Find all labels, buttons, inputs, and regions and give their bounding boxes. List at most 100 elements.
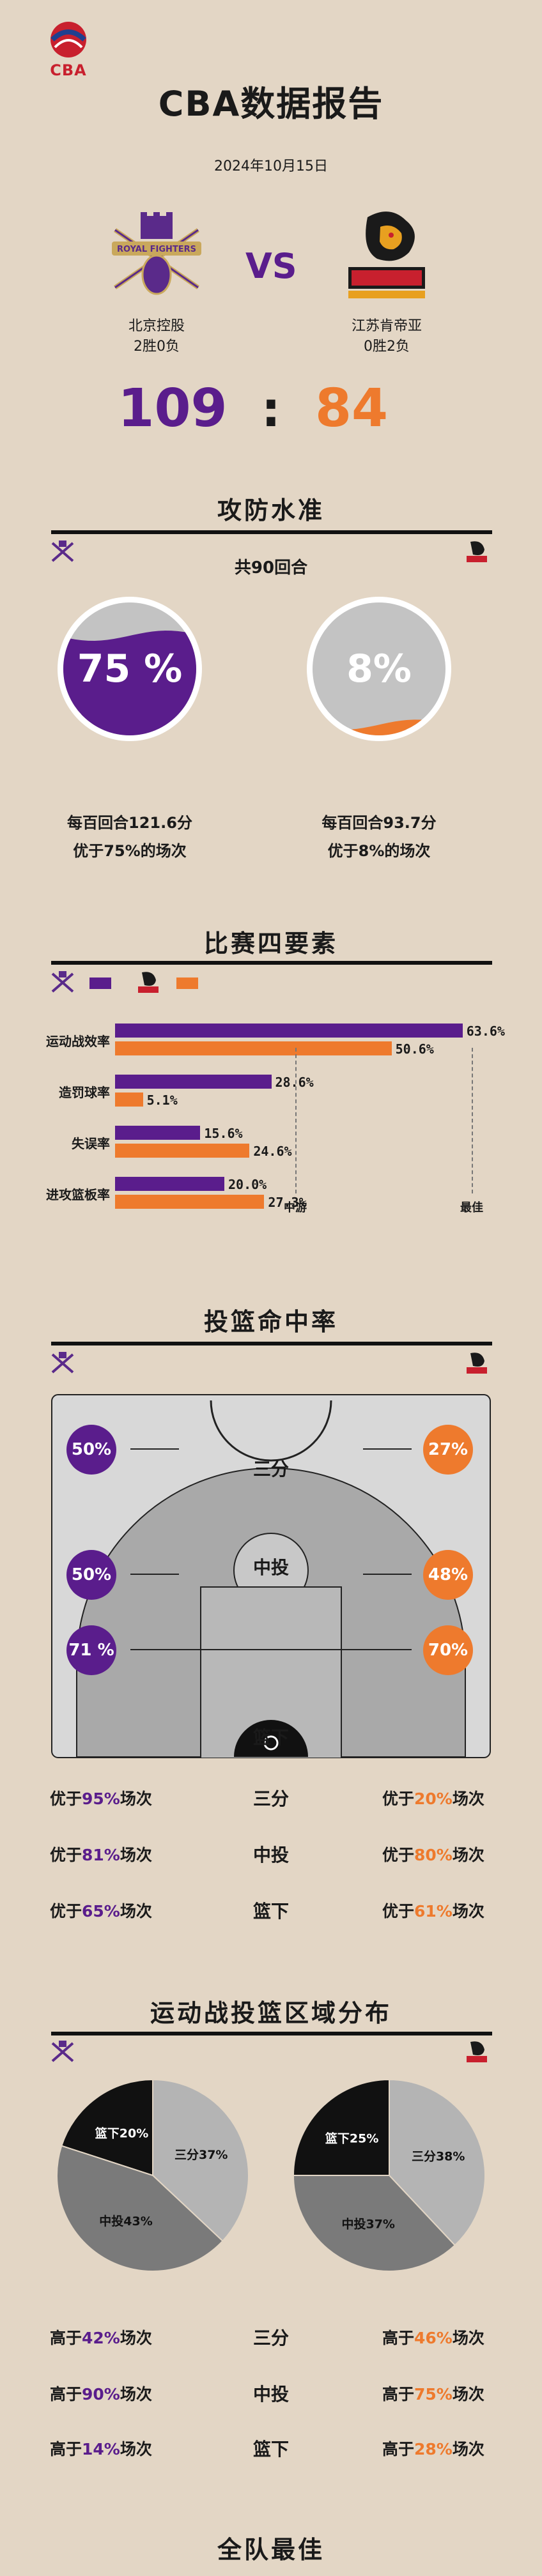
away-team-record: 0胜2负 <box>364 339 410 355</box>
shoot-row-home: 优于95%场次 <box>50 1790 152 1808</box>
factor-home-bar <box>115 1023 463 1038</box>
shooting-title: 投篮命中率 <box>203 1308 338 1336</box>
factor-away-bar <box>115 1195 265 1209</box>
factor-away-value: 50.6% <box>395 1041 434 1057</box>
vs-label: VS <box>245 246 297 286</box>
four-factors-title: 比赛四要素 <box>203 930 338 958</box>
home-per100: 每百回合121.6分 <box>67 814 192 832</box>
dist-row-zone: 三分 <box>252 2327 289 2349</box>
dist-row-home: 高于90%场次 <box>50 2385 152 2404</box>
pie-slice <box>389 2078 486 2246</box>
pie-slice <box>292 2078 390 2176</box>
pie-slice-label: 篮下25% <box>325 2131 378 2146</box>
dist-row-away: 高于75%场次 <box>382 2385 484 2404</box>
pie-slice <box>61 2078 153 2177</box>
away-zone-pie: 篮下25% 三分38% 中投37% <box>292 2078 486 2272</box>
four-factors-chart: 运动战效率 63.6% 50.6% 造罚球率 28.6% 5.1% 失误率 15.6% 24.6… <box>0 997 542 1227</box>
away-mid-pct: 48% <box>423 1550 473 1600</box>
dist-row-away: 高于46%场次 <box>382 2329 484 2347</box>
pie-slice-label: 三分38% <box>412 2150 465 2164</box>
away-mini-logo-icon <box>136 970 161 995</box>
away-efficiency-gauge: 8% <box>306 595 453 742</box>
factor-home-bar <box>115 1075 272 1089</box>
away-better-than: 优于8%的场次 <box>327 842 431 860</box>
cba-logo: CBA <box>46 19 91 83</box>
possessions-label: 共90回合 <box>234 558 308 578</box>
shoot-row-zone: 中投 <box>252 1844 289 1866</box>
factor-away-bar <box>115 1092 143 1107</box>
offense-defense-title: 攻防水准 <box>217 496 325 525</box>
factor-label: 进攻篮板率 <box>46 1187 110 1202</box>
pie-slice-label: 中投37% <box>341 2217 394 2232</box>
away-efficiency-pct: 8% <box>346 647 412 691</box>
pie-slice-label: 篮下20% <box>95 2126 148 2140</box>
shoot-row-zone: 三分 <box>252 1788 289 1809</box>
axis-mid-line <box>295 1048 297 1193</box>
court-zone-mid: 中投 <box>252 1557 289 1578</box>
axis-best-line <box>472 1048 473 1193</box>
away-mini-logo-icon <box>464 2039 490 2065</box>
away-legend-swatch <box>176 977 198 989</box>
section-divider <box>51 961 492 965</box>
cba-logo-text: CBA <box>50 61 87 79</box>
page-title: CBA数据报告 <box>158 84 384 124</box>
distribution-title: 运动战投篮区域分布 <box>150 1999 392 2027</box>
svg-text:ROYAL FIGHTERS: ROYAL FIGHTERS <box>117 245 196 254</box>
home-score: 109 <box>118 378 228 439</box>
home-team-record: 2胜0负 <box>134 339 180 355</box>
shoot-row-away: 优于20%场次 <box>382 1790 484 1808</box>
home-mid-pct: 50% <box>66 1550 116 1600</box>
royal-fighters-logo: ROYAL FIGHTERS <box>102 211 211 300</box>
basketball-court-diagram <box>51 1394 491 1759</box>
home-efficiency-gauge: 75 % <box>56 595 203 742</box>
factor-home-value: 28.6% <box>275 1075 314 1090</box>
pie-slice <box>292 2175 456 2272</box>
axis-mid-label: 中游 <box>284 1201 307 1215</box>
away-three-pct: 27% <box>423 1425 473 1475</box>
factor-away-value: 27.3% <box>268 1195 307 1210</box>
away-paint-pct: 70% <box>423 1625 473 1675</box>
factor-home-bar <box>115 1126 201 1140</box>
home-paint-pct: 71 % <box>66 1625 116 1675</box>
factor-label: 运动战效率 <box>46 1034 110 1049</box>
team-best-title: 全队最佳 <box>217 2536 325 2564</box>
report-date: 2024年10月15日 <box>214 158 328 174</box>
score-separator: : <box>261 381 281 438</box>
home-mini-logo-icon <box>50 539 75 565</box>
away-mini-logo-icon <box>464 539 490 565</box>
section-divider <box>51 530 492 534</box>
home-team-name: 北京控股 <box>128 318 185 334</box>
factor-home-value: 20.0% <box>228 1177 267 1192</box>
home-mini-logo-icon <box>50 970 75 995</box>
away-per100: 每百回合93.7分 <box>321 814 437 832</box>
pie-slice-label: 三分37% <box>174 2148 228 2162</box>
shoot-row-home: 优于81%场次 <box>50 1846 152 1864</box>
dist-row-home: 高于42%场次 <box>50 2329 152 2347</box>
shoot-row-home: 优于65%场次 <box>50 1902 152 1920</box>
factor-label: 失误率 <box>72 1136 110 1151</box>
dragon-logo <box>332 204 441 303</box>
pie-slice <box>56 2145 224 2272</box>
shoot-row-zone: 篮下 <box>252 1901 289 1922</box>
court-zone-paint: 篮下 <box>252 1727 289 1748</box>
home-mini-logo-icon <box>50 1351 75 1376</box>
home-three-pct: 50% <box>66 1425 116 1475</box>
factor-home-value: 63.6% <box>466 1023 505 1039</box>
court-zone-three: 三分 <box>252 1459 289 1480</box>
home-efficiency-pct: 75 % <box>77 647 183 691</box>
factor-away-value: 24.6% <box>253 1144 292 1159</box>
home-legend-swatch <box>89 977 111 989</box>
home-mini-logo-icon <box>50 2039 75 2065</box>
away-score: 84 <box>314 378 389 439</box>
shoot-row-away: 优于80%场次 <box>382 1846 484 1864</box>
factor-home-value: 15.6% <box>204 1126 243 1141</box>
factor-away-value: 5.1% <box>146 1092 178 1108</box>
axis-best-label: 最佳 <box>460 1201 483 1215</box>
away-mini-logo-icon <box>464 1351 490 1376</box>
home-better-than: 优于75%的场次 <box>73 842 187 860</box>
pie-slice-label: 中投43% <box>99 2214 152 2228</box>
factor-home-bar <box>115 1177 224 1191</box>
section-divider <box>51 2032 492 2035</box>
dist-row-home: 高于14%场次 <box>50 2440 152 2458</box>
dist-row-zone: 篮下 <box>252 2439 289 2460</box>
